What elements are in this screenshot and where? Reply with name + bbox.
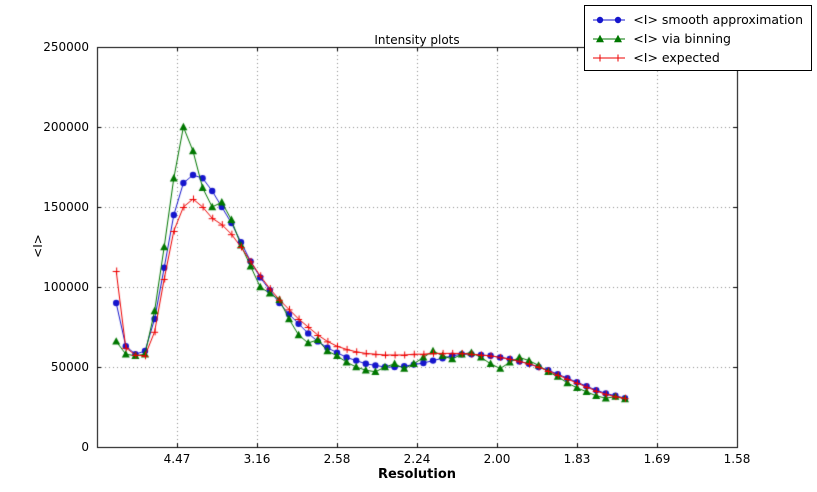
y-tick-label: 100000: [43, 280, 89, 294]
legend-label: <I> via binning: [633, 30, 731, 46]
legend-key-plus: [591, 50, 627, 64]
y-tick-label: 50000: [50, 360, 89, 374]
x-tick-label: 2.58: [323, 452, 351, 466]
y-tick-label: 0: [81, 440, 89, 454]
x-tick-label: 1.69: [643, 452, 671, 466]
x-tick-label: 3.16: [243, 452, 271, 466]
legend-entry: <I> smooth approximation: [591, 10, 803, 28]
legend-entry: <I> via binning: [591, 29, 803, 47]
y-tick-label: 150000: [43, 200, 89, 214]
legend: <I> smooth approximation <I> via binning…: [584, 5, 812, 71]
legend-key-triangle: [591, 31, 627, 45]
y-tick-label: 200000: [43, 120, 89, 134]
legend-label: <I> expected: [633, 49, 720, 65]
x-tick-label: 2.24: [403, 452, 431, 466]
y-axis-label: <I>: [31, 234, 45, 258]
x-axis-label: Resolution: [377, 467, 457, 482]
x-tick-label: 4.47: [163, 452, 191, 466]
x-tick-label: 1.83: [563, 452, 591, 466]
legend-label: <I> smooth approximation: [633, 11, 803, 27]
y-tick-label: 250000: [43, 40, 89, 54]
chart-title: Intensity plots: [374, 33, 460, 47]
legend-entry: <I> expected: [591, 48, 803, 66]
x-tick-label: 1.58: [723, 452, 751, 466]
x-tick-label: 2.00: [483, 452, 511, 466]
legend-key-circle: [591, 12, 627, 26]
